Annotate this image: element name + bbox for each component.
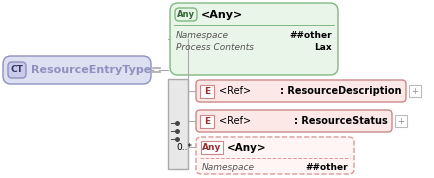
Text: <Ref>: <Ref> — [219, 116, 251, 126]
FancyBboxPatch shape — [3, 56, 151, 84]
Text: 0..*: 0..* — [176, 143, 192, 151]
Bar — [200, 85, 214, 98]
Bar — [200, 114, 214, 127]
Text: ##other: ##other — [289, 30, 332, 40]
Bar — [395, 115, 407, 127]
Text: E: E — [204, 116, 210, 125]
FancyBboxPatch shape — [8, 62, 26, 78]
Text: ResourceEntryType: ResourceEntryType — [31, 65, 151, 75]
Text: CT: CT — [10, 66, 23, 75]
Text: Namespace: Namespace — [176, 30, 229, 40]
FancyBboxPatch shape — [175, 8, 197, 21]
Bar — [409, 85, 421, 97]
Text: Process Contents: Process Contents — [176, 43, 254, 51]
Text: Any: Any — [202, 143, 222, 152]
FancyBboxPatch shape — [170, 3, 338, 75]
Text: <Any>: <Any> — [227, 143, 266, 153]
Text: +: + — [398, 116, 404, 125]
Text: Lax: Lax — [314, 43, 332, 51]
Text: Any: Any — [177, 10, 195, 19]
Text: <Any>: <Any> — [201, 10, 243, 20]
Text: : ResourceStatus: : ResourceStatus — [294, 116, 388, 126]
Text: <Ref>: <Ref> — [219, 86, 251, 96]
FancyBboxPatch shape — [196, 80, 406, 102]
Bar — [201, 141, 223, 154]
Text: : ResourceDescription: : ResourceDescription — [280, 86, 402, 96]
Text: E: E — [204, 87, 210, 96]
Text: ##other: ##other — [306, 163, 348, 171]
Text: Namespace: Namespace — [202, 163, 255, 171]
FancyBboxPatch shape — [196, 137, 354, 174]
Text: +: + — [411, 87, 418, 96]
FancyBboxPatch shape — [196, 110, 392, 132]
Bar — [168, 79, 188, 169]
